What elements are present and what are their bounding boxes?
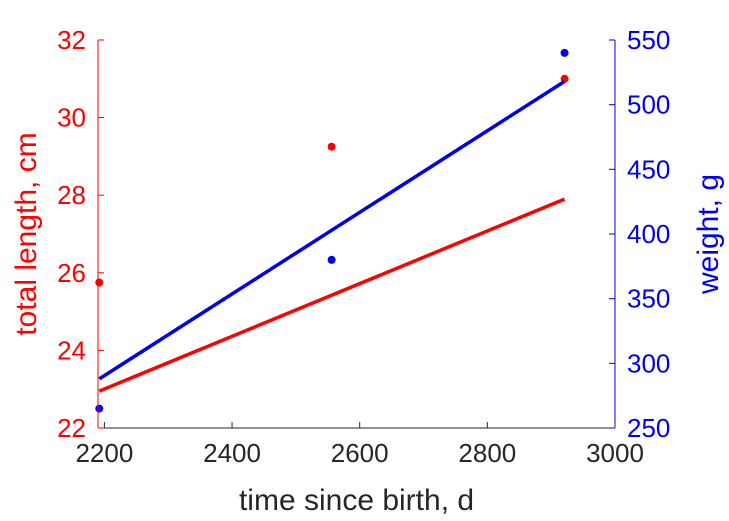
- weight-data-point: [95, 404, 104, 413]
- axes: 2200 2400 2600 2800 3000 22 24 26 28 30 32 250 300 35…: [57, 25, 670, 468]
- left-y-tick-label: 24: [57, 335, 86, 365]
- length-data-point: [95, 278, 104, 287]
- length-data-point: [327, 142, 336, 151]
- right-y-tick-label: 400: [627, 219, 670, 249]
- weight-fit-line: [98, 79, 566, 381]
- left-y-tick-label: 32: [57, 25, 86, 55]
- length-fit-line: [98, 197, 566, 393]
- plot-area: [95, 48, 569, 413]
- right-y-tick-label: 500: [627, 90, 670, 120]
- left-y-tick-label: 26: [57, 258, 86, 288]
- right-y-axis-title: weight, g: [692, 174, 725, 295]
- right-y-tick-label: 300: [627, 348, 670, 378]
- x-tick-label: 2200: [75, 438, 133, 468]
- left-y-tick-label: 22: [57, 413, 86, 443]
- weight-data-point: [560, 48, 569, 57]
- x-axis-title: time since birth, d: [239, 484, 474, 517]
- x-tick-label: 2400: [203, 438, 261, 468]
- left-y-tick-label: 28: [57, 180, 86, 210]
- right-y-tick-label: 450: [627, 154, 670, 184]
- right-y-tick-label: 250: [627, 413, 670, 443]
- x-tick-label: 2600: [331, 438, 389, 468]
- right-y-tick-label: 350: [627, 284, 670, 314]
- left-y-tick-label: 30: [57, 103, 86, 133]
- weight-data-point: [327, 255, 336, 264]
- x-tick-label: 3000: [586, 438, 644, 468]
- x-tick-label: 2800: [458, 438, 516, 468]
- left-y-axis-title: total length, cm: [10, 132, 43, 335]
- right-y-tick-label: 550: [627, 25, 670, 55]
